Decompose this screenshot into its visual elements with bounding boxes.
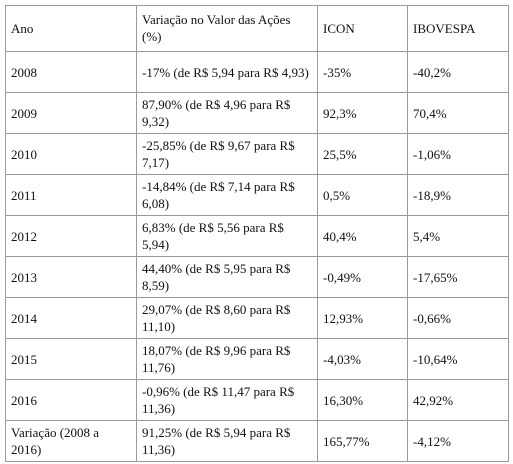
year-cell: 2016 — [5, 379, 137, 421]
icon-cell: -0,49% — [317, 256, 408, 298]
year-cell: 2015 — [5, 338, 137, 380]
table-row: 2016 -0,96% (de R$ 11,47 para R$ 11,36) … — [5, 379, 509, 421]
icon-cell: 92,3% — [317, 92, 408, 134]
stock-variation-cell: 6,83% (de R$ 5,56 para R$ 5,94) — [136, 215, 318, 257]
header-stock-variation: Variação no Valor das Ações (%) — [136, 5, 318, 52]
year-cell: 2009 — [5, 92, 137, 134]
ibovespa-cell: -40,2% — [407, 51, 509, 93]
stock-variation-cell: -25,85% (de R$ 9,67 para R$ 7,17) — [136, 133, 318, 175]
ibovespa-cell: 5,4% — [407, 215, 509, 257]
ibovespa-cell: -17,65% — [407, 256, 509, 298]
header-ibovespa: IBOVESPA — [407, 5, 509, 52]
icon-cell: -4,03% — [317, 338, 408, 380]
year-cell: 2010 — [5, 133, 137, 175]
ibovespa-cell: -1,06% — [407, 133, 509, 175]
table-row: 2015 18,07% (de R$ 9,96 para R$ 11,76) -… — [5, 338, 509, 380]
icon-cell: 12,93% — [317, 297, 408, 339]
year-cell: 2014 — [5, 297, 137, 339]
stock-variation-cell: -14,84% (de R$ 7,14 para R$ 6,08) — [136, 174, 318, 216]
stock-variation-cell: -0,96% (de R$ 11,47 para R$ 11,36) — [136, 379, 318, 421]
table-row-total: Variação (2008 a 2016) 91,25% (de R$ 5,9… — [5, 420, 509, 462]
ibovespa-cell: -4,12% — [407, 420, 509, 462]
year-cell: 2008 — [5, 51, 137, 93]
icon-cell: 40,4% — [317, 215, 408, 257]
year-cell: 2013 — [5, 256, 137, 298]
stock-variation-table: Ano Variação no Valor das Ações (%) ICON… — [5, 5, 509, 462]
stock-variation-cell: 29,07% (de R$ 8,60 para R$ 11,10) — [136, 297, 318, 339]
stock-variation-cell: 44,40% (de R$ 5,95 para R$ 8,59) — [136, 256, 318, 298]
icon-cell: 25,5% — [317, 133, 408, 175]
stock-variation-cell: 91,25% (de R$ 5,94 para R$ 11,36) — [136, 420, 318, 462]
icon-cell: 0,5% — [317, 174, 408, 216]
stock-variation-cell: 18,07% (de R$ 9,96 para R$ 11,76) — [136, 338, 318, 380]
table-row: 2009 87,90% (de R$ 4,96 para R$ 9,32) 92… — [5, 92, 509, 134]
ibovespa-cell: -0,66% — [407, 297, 509, 339]
table-row: 2012 6,83% (de R$ 5,56 para R$ 5,94) 40,… — [5, 215, 509, 257]
stock-variation-cell: -17% (de R$ 5,94 para R$ 4,93) — [136, 51, 318, 93]
table-row: 2011 -14,84% (de R$ 7,14 para R$ 6,08) 0… — [5, 174, 509, 216]
icon-cell: 16,30% — [317, 379, 408, 421]
table-row: 2013 44,40% (de R$ 5,95 para R$ 8,59) -0… — [5, 256, 509, 298]
table-row: 2014 29,07% (de R$ 8,60 para R$ 11,10) 1… — [5, 297, 509, 339]
header-icon: ICON — [317, 5, 408, 52]
table-row: 2010 -25,85% (de R$ 9,67 para R$ 7,17) 2… — [5, 133, 509, 175]
icon-cell: 165,77% — [317, 420, 408, 462]
header-year: Ano — [5, 5, 137, 52]
ibovespa-cell: 70,4% — [407, 92, 509, 134]
ibovespa-cell: -10,64% — [407, 338, 509, 380]
year-cell: 2011 — [5, 174, 137, 216]
year-cell: 2012 — [5, 215, 137, 257]
table-row: 2008 -17% (de R$ 5,94 para R$ 4,93) -35%… — [5, 51, 509, 93]
icon-cell: -35% — [317, 51, 408, 93]
header-row: Ano Variação no Valor das Ações (%) ICON… — [5, 5, 509, 52]
stock-variation-cell: 87,90% (de R$ 4,96 para R$ 9,32) — [136, 92, 318, 134]
ibovespa-cell: 42,92% — [407, 379, 509, 421]
ibovespa-cell: -18,9% — [407, 174, 509, 216]
total-label-cell: Variação (2008 a 2016) — [5, 420, 137, 462]
